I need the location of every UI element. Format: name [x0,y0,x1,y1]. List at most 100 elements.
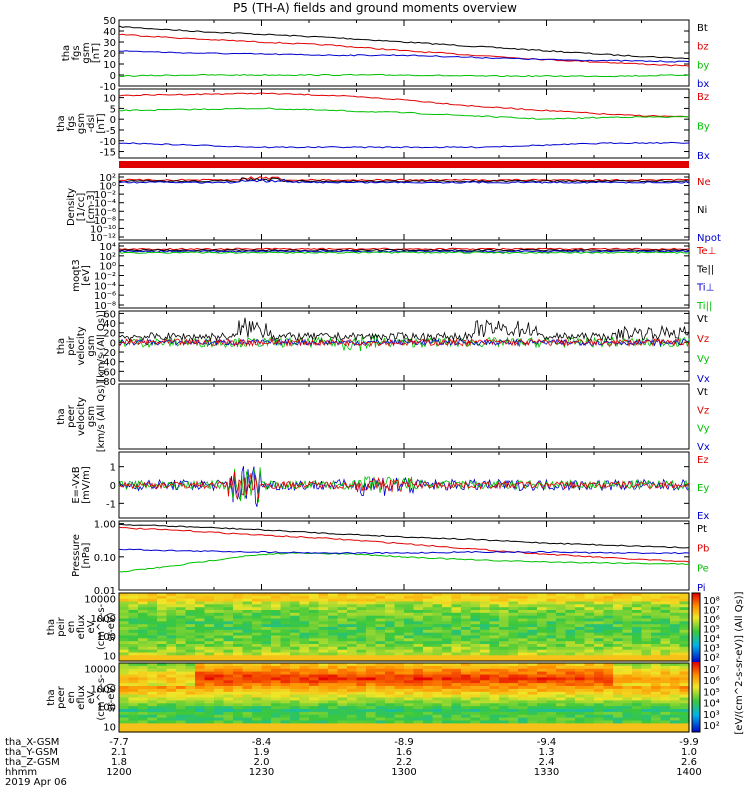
spectrogram-cell [641,595,652,600]
spectrogram-cell [575,665,586,670]
spectrogram-cell [242,711,253,716]
spectrogram-cell [185,700,196,704]
colorbar-cell [692,722,700,724]
spectrogram-cell [214,720,225,724]
spectrogram-cell [328,663,339,667]
spectrogram-cell [537,709,548,713]
spectrogram-cell [584,635,595,639]
spectrogram-cell [119,691,130,696]
spectrogram-cell [556,610,567,614]
spectrogram-cell [499,615,510,620]
spectrogram-cell [527,638,538,642]
spectrogram-cell [223,655,234,659]
spectrogram-cell [375,604,386,608]
spectrogram-cell [290,700,301,704]
footer-value: 1330 [533,767,560,778]
spectrogram-cell [679,700,690,704]
spectrogram-cell [641,627,652,631]
spectrogram-cell [670,663,681,667]
spectrogram-cell [394,674,405,678]
spectrogram-cell [176,683,187,687]
spectrogram-cell [423,641,434,645]
spectrogram-cell [404,706,415,710]
spectrogram-cell [290,635,301,639]
ytick-label-peir_velocity: 20 [103,329,116,340]
spectrogram-cell [166,658,177,662]
spectrogram-cell [556,655,567,659]
spectrogram-cell [546,674,557,678]
spectrogram-cell [480,714,491,719]
spectrogram-cell [499,680,510,684]
spectrogram-cell [309,709,320,713]
spectrogram-cell [584,711,595,716]
series-line-Pi [118,548,690,555]
spectrogram-cell [176,694,187,699]
spectrogram-cell [138,697,149,701]
spectrogram-cell [299,688,310,693]
footer-value: 1.0 [681,747,697,758]
spectrogram-cell [470,706,481,710]
spectrogram-cell [176,703,187,707]
spectrogram-cell [356,711,367,716]
spectrogram-cell [299,714,310,719]
spectrogram-cell [214,655,225,659]
spectrogram-cell [356,729,367,733]
spectrogram-cell [309,663,320,667]
spectrogram-cell [385,729,396,733]
spectrogram-cell [641,700,652,704]
spectrogram-cell [195,680,206,684]
spectrogram-cell [651,720,662,724]
spectrogram-cell [309,621,320,625]
spectrogram-cell [670,624,681,628]
spectrogram-cell [518,610,529,614]
spectrogram-cell [546,655,557,659]
spectrogram-cell [575,709,586,713]
spectrogram-cell [556,694,567,699]
spectrogram-cell [347,641,358,645]
ytick-label-peir_velocity: -80 [100,377,116,388]
spectrogram-cell [546,632,557,637]
spectrogram-cell [366,629,377,634]
spectrogram-cell [195,720,206,724]
spectrogram-cell [594,593,605,597]
spectrogram-cell [252,635,263,639]
spectrogram-cell [518,709,529,713]
legend-peer_velocity-3: Vx [697,442,710,453]
spectrogram-cell [280,677,291,681]
spectrogram-cell [214,629,225,634]
spectrogram-cell [565,688,576,693]
spectrogram-cell [394,688,405,693]
spectrogram-cell [356,723,367,727]
spectrogram-cell [404,714,415,719]
spectrogram-cell [651,717,662,722]
spectrogram-cell [508,668,519,673]
spectrogram-cell [622,598,633,603]
spectrogram-cell [470,629,481,634]
spectrogram-cell [337,598,348,603]
spectrogram-cell [214,711,225,716]
spectrogram-cell [204,598,215,603]
spectrogram-cell [128,638,139,642]
spectrogram-cell [366,615,377,620]
spectrogram-cell [603,717,614,722]
spectrogram-cell [489,723,500,727]
colorbar-cell [692,605,700,607]
spectrogram-cell [546,723,557,727]
spectrogram-cell [622,621,633,625]
colorbar-cell [692,697,700,699]
spectrogram-cell [613,717,624,722]
spectrogram-cell [233,665,244,670]
spectrogram-cell [128,612,139,617]
spectrogram-cell [242,638,253,642]
spectrogram-cell [223,615,234,620]
spectrogram-frame [118,592,690,662]
spectrogram-cell [527,671,538,676]
spectrogram-cell [489,697,500,701]
spectrogram-cell [337,624,348,628]
spectrogram-cell [470,635,481,639]
spectrogram-cell [413,646,424,651]
spectrogram-cell [413,686,424,690]
spectrogram-cell [328,624,339,628]
spectrogram-cell [147,694,158,699]
spectrogram-cell [356,627,367,631]
